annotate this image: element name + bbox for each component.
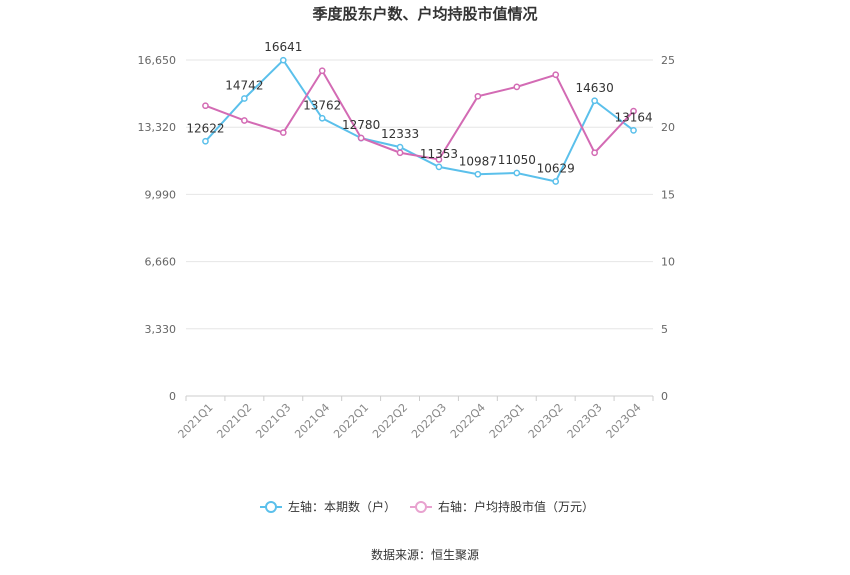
data-label: 16641: [264, 40, 302, 54]
x-tick-label: 2022Q2: [370, 401, 410, 441]
data-label: 10987: [459, 154, 497, 168]
right-tick-label: 20: [661, 121, 675, 134]
x-tick-label: 2021Q3: [253, 401, 293, 441]
series-1-point[interactable]: [396, 149, 404, 157]
series-1-point[interactable]: [513, 83, 521, 91]
x-tick-label: 2023Q1: [487, 401, 527, 441]
data-label: 13164: [614, 110, 652, 124]
series-0-point[interactable]: [630, 126, 637, 134]
data-label: 14742: [225, 79, 263, 93]
x-tick-label: 2022Q3: [409, 401, 449, 441]
left-tick-label: 0: [169, 390, 176, 403]
x-tick-label: 2021Q4: [292, 401, 332, 441]
series-0-point[interactable]: [318, 114, 326, 122]
series-line-1: [205, 68, 635, 161]
right-tick-label: 15: [661, 188, 675, 201]
series-0-point[interactable]: [513, 169, 521, 177]
right-tick-label: 0: [661, 390, 668, 403]
grid: [186, 59, 653, 397]
series-1-point[interactable]: [552, 71, 560, 79]
series-1-point[interactable]: [318, 67, 326, 75]
left-tick-label: 13,320: [138, 121, 177, 134]
series-1-point[interactable]: [591, 149, 598, 157]
data-label: 12622: [186, 121, 224, 135]
series-0-point[interactable]: [279, 56, 287, 64]
series-0-point[interactable]: [591, 97, 598, 105]
left-tick-label: 6,660: [145, 256, 177, 269]
legend-item-1[interactable]: 右轴：户均持股市值（万元）: [410, 499, 594, 514]
legend-swatch-marker: [415, 501, 427, 513]
x-tick-label: 2022Q4: [448, 401, 488, 441]
right-tick-label: 5: [661, 323, 668, 336]
legend-item-0[interactable]: 左轴：本期数（户）: [260, 499, 396, 514]
legend-label: 右轴：户均持股市值（万元）: [438, 499, 594, 514]
legend-swatch-marker: [265, 501, 277, 513]
legend[interactable]: 左轴：本期数（户） 右轴：户均持股市值（万元）: [260, 499, 594, 514]
series-0-point[interactable]: [396, 143, 404, 151]
data-label: 14630: [576, 81, 614, 95]
series-0-point[interactable]: [474, 170, 482, 178]
data-label: 13762: [303, 98, 341, 112]
x-axis: 2021Q12021Q22021Q32021Q42022Q12022Q22022…: [176, 396, 654, 441]
series-layer: [202, 56, 637, 185]
data-label: 10629: [537, 162, 575, 176]
data-source: 数据来源：恒生聚源: [371, 547, 479, 562]
right-axis-ticks: 0 5 10 15 20 25: [661, 54, 675, 403]
right-tick-label: 25: [661, 54, 675, 67]
x-tick-label: 2021Q1: [176, 401, 216, 441]
data-label: 11050: [498, 153, 536, 167]
data-label: 11353: [420, 147, 458, 161]
data-label: 12333: [381, 127, 419, 141]
left-tick-label: 16,650: [138, 54, 177, 67]
left-tick-label: 9,990: [145, 188, 177, 201]
series-0-point[interactable]: [241, 95, 248, 102]
series-0-point[interactable]: [435, 163, 443, 171]
series-0-point[interactable]: [202, 137, 209, 145]
chart-title: 季度股东户数、户均持股市值情况: [312, 5, 537, 23]
data-labels: 12622 14742 16641 1376212780123331135310987…: [186, 40, 652, 175]
left-axis-ticks: 0 3,330 6,660 9,990 13,320 16,650: [138, 54, 177, 403]
data-label: 12780: [342, 118, 380, 132]
right-tick-label: 10: [661, 256, 675, 269]
series-1-point[interactable]: [435, 156, 443, 163]
series-1-point[interactable]: [630, 107, 637, 115]
series-1-point[interactable]: [241, 117, 248, 124]
x-tick-label: 2023Q2: [526, 401, 566, 441]
series-1-point[interactable]: [474, 92, 482, 100]
x-tick-label: 2023Q3: [565, 401, 605, 441]
series-1-point[interactable]: [279, 129, 287, 136]
x-tick-label: 2021Q2: [214, 401, 254, 441]
legend-label: 左轴：本期数（户）: [288, 499, 396, 514]
x-tick-label: 2022Q1: [331, 401, 371, 441]
left-tick-label: 3,330: [145, 323, 177, 336]
series-1-point[interactable]: [202, 102, 209, 110]
series-0-point[interactable]: [552, 178, 560, 185]
series-1-point[interactable]: [357, 134, 365, 142]
x-tick-label: 2023Q4: [604, 401, 644, 441]
